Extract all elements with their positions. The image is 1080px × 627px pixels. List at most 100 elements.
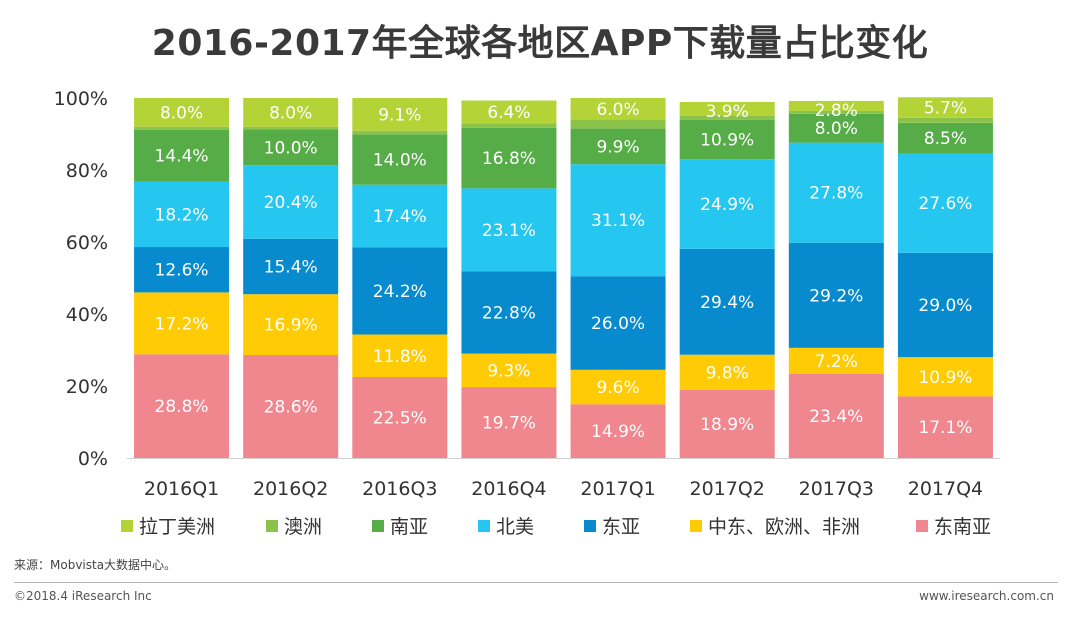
bar-segment [461, 353, 557, 388]
data-label: 6.0% [596, 100, 639, 120]
data-label: 29.2% [809, 286, 863, 306]
data-label: 11.8% [373, 347, 427, 367]
data-label: 16.8% [482, 149, 536, 169]
bar-segment [134, 126, 230, 130]
bar-segment [570, 276, 666, 370]
data-label: 16.9% [264, 316, 318, 336]
bar-segment [461, 127, 557, 189]
legend-swatch [266, 520, 278, 532]
data-label: 14.4% [155, 147, 209, 167]
bar-segment [352, 134, 448, 185]
x-tick-label: 2017Q4 [908, 478, 983, 500]
data-label: 18.9% [700, 415, 754, 435]
data-label: 5.7% [924, 99, 967, 119]
bar-segment [897, 117, 993, 123]
y-tick-label: 20% [66, 376, 108, 398]
bar-segment [461, 123, 557, 128]
x-tick-label: 2016Q2 [253, 478, 328, 500]
data-label: 28.8% [155, 397, 209, 417]
bar-segment [134, 354, 230, 458]
bar-segment [679, 354, 775, 390]
bar-segment [243, 126, 339, 130]
data-label: 2.8% [815, 101, 858, 121]
legend-label: 东南亚 [934, 516, 991, 538]
x-tick-label: 2016Q4 [471, 478, 546, 500]
bar-segment [570, 128, 666, 165]
bar-segment [243, 238, 339, 295]
bar-segment [897, 97, 993, 118]
data-label: 19.7% [482, 414, 536, 434]
data-label: 28.6% [264, 398, 318, 418]
legend-label: 南亚 [390, 516, 428, 538]
bar-segment [679, 119, 775, 160]
bar-segment [461, 188, 557, 272]
data-label: 24.9% [700, 195, 754, 215]
bar-segment [352, 377, 448, 458]
bar-segment [679, 116, 775, 120]
legend-label: 中东、欧洲、非洲 [708, 516, 860, 538]
data-label: 18.2% [155, 205, 209, 225]
data-label: 20.4% [264, 193, 318, 213]
bar-segment [461, 271, 557, 354]
data-label: 9.6% [596, 378, 639, 398]
legend-label: 东亚 [602, 516, 640, 538]
bar-segment [788, 242, 884, 348]
source-note: 来源：Mobvista大数据中心。 [14, 558, 177, 572]
legend-swatch [690, 520, 702, 532]
data-label: 15.4% [264, 257, 318, 277]
bar-segment [570, 404, 666, 458]
bar-segment [788, 142, 884, 243]
data-label: 8.0% [269, 103, 312, 123]
bar-segment [243, 294, 339, 356]
chart-title: 2016-2017年全球各地区APP下载量占比变化 [151, 23, 929, 64]
bar-segment [134, 129, 230, 182]
bar-segment [352, 98, 448, 131]
bar-segment [243, 129, 339, 166]
data-label: 24.2% [373, 282, 427, 302]
data-label: 22.8% [482, 304, 536, 324]
x-tick-label: 2017Q2 [689, 478, 764, 500]
bar-segment [352, 247, 448, 335]
bar-segment [570, 164, 666, 277]
bar-segment [788, 113, 884, 143]
bar-segment [788, 100, 884, 111]
data-label: 29.4% [700, 293, 754, 313]
bar-segment [788, 347, 884, 374]
bar-segment [352, 184, 448, 248]
legend-label: 北美 [496, 516, 534, 538]
data-label: 8.5% [924, 129, 967, 149]
website-text: www.iresearch.com.cn [919, 589, 1054, 603]
legend-label: 澳洲 [284, 516, 322, 538]
y-tick-label: 40% [66, 304, 108, 326]
copyright-text: ©2018.4 iResearch Inc [14, 589, 152, 603]
data-label: 9.1% [378, 105, 421, 125]
legend-swatch [584, 520, 596, 532]
bar-segment [243, 98, 339, 127]
data-label: 14.9% [591, 422, 645, 442]
data-label: 9.8% [706, 363, 749, 383]
legend-label: 拉丁美洲 [139, 516, 215, 538]
y-tick-label: 60% [66, 232, 108, 254]
bar-segment [134, 181, 230, 248]
bar-segment [679, 101, 775, 116]
data-label: 27.6% [918, 194, 972, 214]
data-label: 12.6% [155, 261, 209, 281]
bar-segment [897, 252, 993, 358]
data-label: 9.9% [596, 137, 639, 157]
data-label: 14.0% [373, 151, 427, 171]
bar-segment [679, 159, 775, 249]
legend-swatch [372, 520, 384, 532]
legend-swatch [121, 520, 133, 532]
footer-divider [14, 582, 1058, 583]
data-label: 9.3% [487, 361, 530, 381]
bar-segment [461, 100, 557, 124]
bar-segment [461, 387, 557, 458]
bar-segment [897, 122, 993, 154]
data-label: 22.5% [373, 409, 427, 429]
bar-segment [788, 110, 884, 114]
data-label: 7.2% [815, 352, 858, 372]
bar-segment [570, 369, 666, 405]
bar-segment [897, 396, 993, 458]
bar-segment [570, 119, 666, 129]
